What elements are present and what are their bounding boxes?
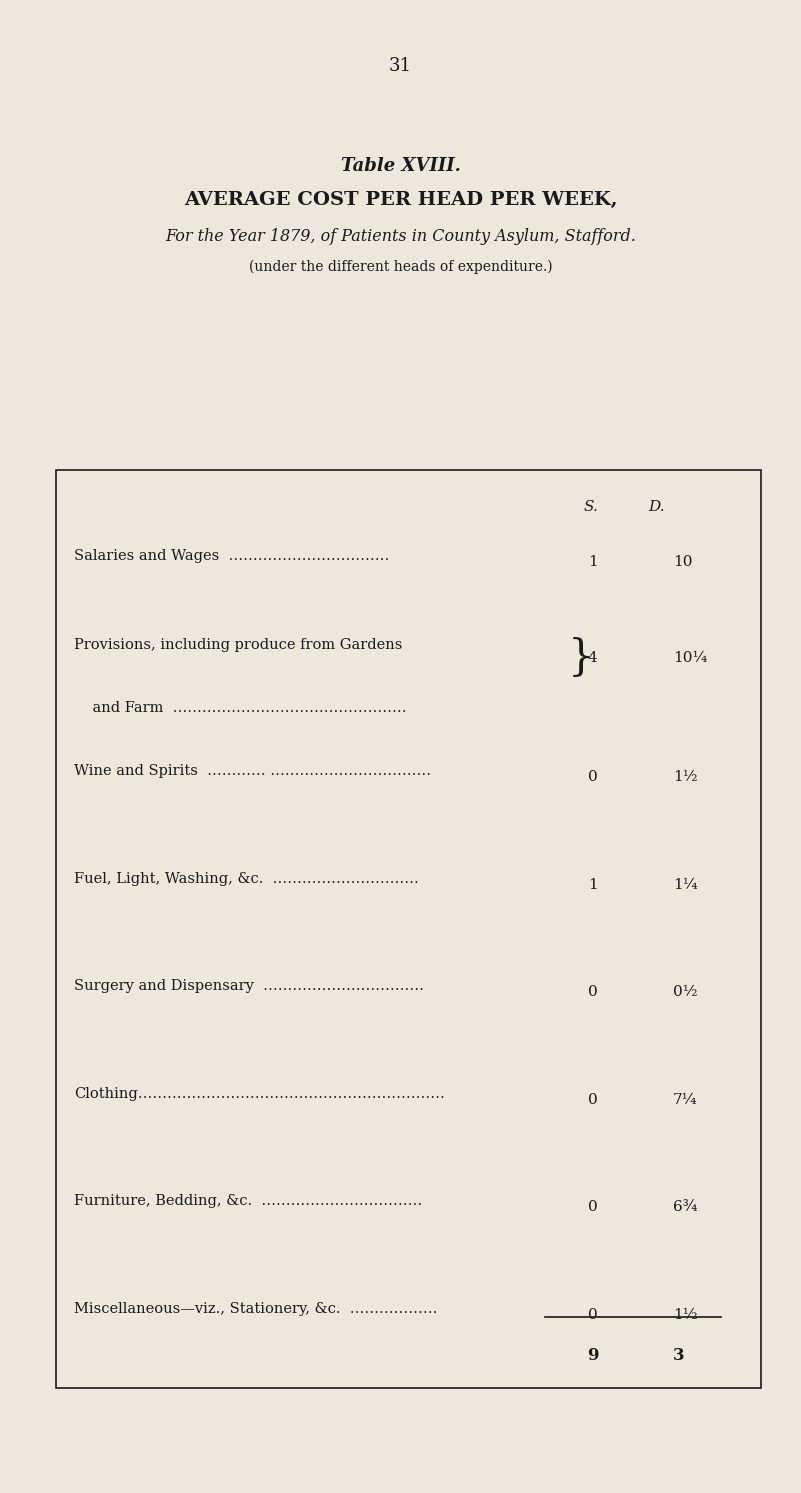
Text: Salaries and Wages  ……………………………: Salaries and Wages …………………………… [74,549,390,563]
Text: Clothing………………………………………………………: Clothing……………………………………………………… [74,1087,445,1100]
Text: For the Year 1879, of Patients in County Asylum, Stafford.: For the Year 1879, of Patients in County… [165,228,636,245]
Text: Miscellaneous—viz., Stationery, &c.  ………………: Miscellaneous—viz., Stationery, &c. …………… [74,1302,438,1315]
Text: 10¼: 10¼ [673,651,707,664]
Text: Table XVIII.: Table XVIII. [340,157,461,175]
Text: 10: 10 [673,555,692,569]
Text: }: } [567,638,594,679]
Text: 31: 31 [389,57,412,75]
Text: 0: 0 [588,985,598,999]
Text: 7¼: 7¼ [673,1093,698,1106]
Text: 6¾: 6¾ [673,1200,698,1214]
Text: 0: 0 [588,1200,598,1214]
Text: 1½: 1½ [673,770,698,784]
Text: Fuel, Light, Washing, &c.  …………………………: Fuel, Light, Washing, &c. ………………………… [74,872,420,885]
Text: Provisions, including produce from Gardens: Provisions, including produce from Garde… [74,639,403,652]
Text: (under the different heads of expenditure.): (under the different heads of expenditur… [248,260,553,275]
Text: 0: 0 [588,1308,598,1321]
Text: S.: S. [584,500,598,514]
Text: 1: 1 [588,878,598,891]
Text: Surgery and Dispensary  ……………………………: Surgery and Dispensary …………………………… [74,979,425,993]
Text: 1¼: 1¼ [673,878,698,891]
Text: 9: 9 [587,1347,598,1363]
Text: 1½: 1½ [673,1308,698,1321]
Text: 0½: 0½ [673,985,698,999]
Text: 4: 4 [588,651,598,664]
Text: 3: 3 [673,1347,685,1363]
Text: AVERAGE COST PER HEAD PER WEEK,: AVERAGE COST PER HEAD PER WEEK, [183,191,618,209]
Text: and Farm  …………………………………………: and Farm ………………………………………… [74,702,407,715]
Text: 0: 0 [588,770,598,784]
Text: Wine and Spirits  ………… ……………………………: Wine and Spirits ………… …………………………… [74,764,432,778]
Bar [56,470,761,1388]
Text: Furniture, Bedding, &c.  ……………………………: Furniture, Bedding, &c. …………………………… [74,1194,423,1208]
Text: D.: D. [649,500,665,514]
Text: 0: 0 [588,1093,598,1106]
Text: 1: 1 [588,555,598,569]
